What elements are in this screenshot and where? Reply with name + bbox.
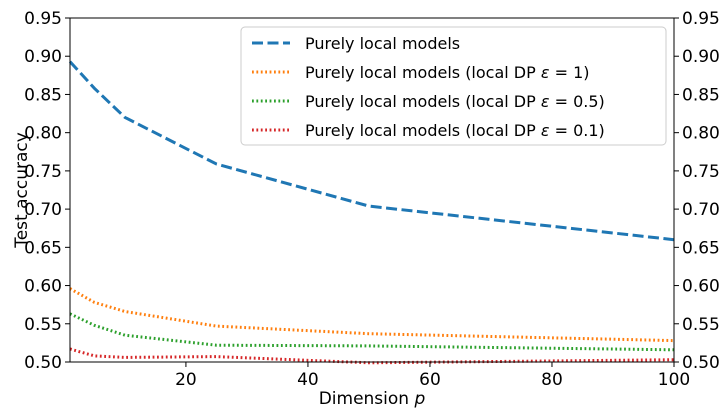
y-tick-label-right: 0.50: [682, 353, 720, 373]
y-tick-label-left: 0.50: [24, 353, 62, 373]
y-tick-label-left: 0.95: [24, 9, 62, 29]
y-tick-label-left: 0.70: [24, 200, 62, 220]
y-tick-label-right: 0.55: [682, 315, 720, 335]
y-tick-label-right: 0.65: [682, 238, 720, 258]
y-tick-label-left: 0.60: [24, 277, 62, 297]
series-line-4: [69, 347, 675, 365]
plot-frame: [69, 17, 675, 363]
x-tick-label: 60: [419, 370, 441, 390]
x-axis-label-variable: p: [413, 389, 425, 409]
y-tick-label-left: 0.80: [24, 124, 62, 144]
legend-box: [240, 26, 667, 146]
x-tick-label: 20: [175, 370, 197, 390]
x-axis-label-text: Dimension: [319, 389, 409, 409]
legend-label-3: Purely local models (local DP ε = 0.5): [305, 92, 605, 111]
y-tick-label-right: 0.85: [682, 85, 720, 105]
y-tick-label-right: 0.90: [682, 47, 720, 67]
series-line-1: [68, 60, 675, 242]
legend-label-4: Purely local models (local DP ε = 0.1): [305, 121, 605, 140]
y-tick-label-left: 0.75: [24, 162, 62, 182]
series-line-2: [69, 287, 675, 343]
y-tick-label-right: 0.60: [682, 277, 720, 297]
y-tick-label-left: 0.85: [24, 85, 62, 105]
x-tick-label: 100: [658, 370, 690, 390]
x-tick-label: 80: [541, 370, 563, 390]
y-tick-label-right: 0.80: [682, 124, 720, 144]
series-line-3: [69, 312, 675, 352]
series-layer: [68, 60, 675, 365]
y-tick-label-right: 0.75: [682, 162, 720, 182]
x-axis-label: Dimension p: [319, 389, 426, 409]
y-tick-label-left: 0.65: [24, 238, 62, 258]
ticks-layer: 0.50 0.50 0.55 0.55 0.60 0.60 0.65 0.65 0.70 0.70…: [24, 9, 720, 390]
legend-label-1: Purely local models: [305, 34, 460, 53]
y-tick-label-left: 0.55: [24, 315, 62, 335]
legend-label-2: Purely local models (local DP ε = 1): [305, 63, 590, 82]
y-axis-label: Test accuracy: [12, 132, 32, 249]
x-tick-label: 40: [297, 370, 319, 390]
y-tick-label-left: 0.90: [24, 47, 62, 67]
legend: Purely local models Purely local models (…: [240, 26, 667, 146]
y-tick-label-right: 0.70: [682, 200, 720, 220]
y-tick-label-right: 0.95: [682, 9, 720, 29]
